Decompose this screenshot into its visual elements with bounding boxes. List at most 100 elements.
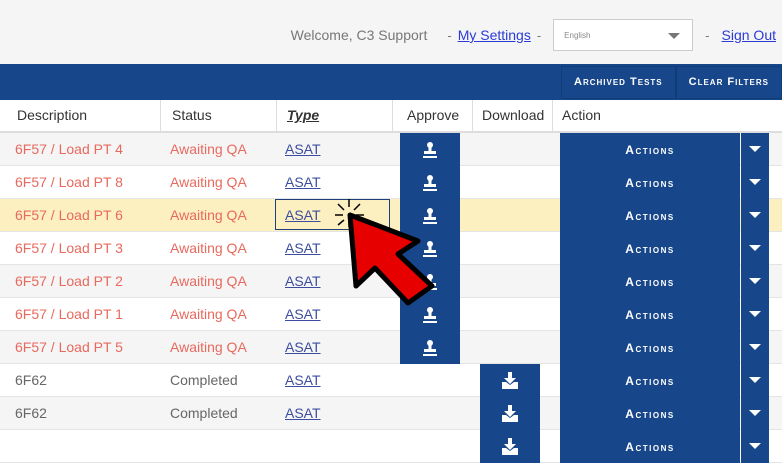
type-link[interactable]: ASAT	[285, 306, 321, 322]
toolbar: Archived Tests Clear Filters	[0, 64, 782, 100]
download-icon	[502, 437, 518, 455]
approve-button[interactable]	[400, 133, 460, 166]
caret-down-icon	[749, 443, 761, 449]
table-row: 6F57 / Load PT 6 Awaiting QA ASAT Actions	[0, 199, 782, 232]
status-cell: Awaiting QA	[170, 174, 247, 190]
download-button[interactable]	[480, 364, 540, 397]
caret-down-icon	[749, 311, 761, 317]
table-row: 6F57 / Load PT 1 Awaiting QA ASAT Actions	[0, 298, 782, 331]
actions-dropdown-toggle[interactable]	[741, 364, 769, 397]
description-cell: 6F57 / Load PT 8	[15, 174, 123, 190]
download-button[interactable]	[480, 430, 540, 463]
separator: -	[536, 27, 542, 43]
actions-dropdown-toggle[interactable]	[741, 199, 769, 232]
my-settings-link[interactable]: My Settings	[457, 27, 531, 43]
caret-down-icon	[749, 410, 761, 416]
status-cell: Awaiting QA	[170, 207, 247, 223]
user-menu: Welcome, C3 Support - My Settings - Engl…	[291, 19, 776, 51]
status-cell: Awaiting QA	[170, 339, 247, 355]
status-cell: Completed	[170, 372, 238, 388]
stamp-icon	[423, 339, 437, 356]
clear-filters-button[interactable]: Clear Filters	[675, 65, 782, 99]
actions-dropdown-toggle[interactable]	[741, 331, 769, 364]
type-link[interactable]: ASAT	[285, 405, 321, 421]
caret-down-icon	[749, 245, 761, 251]
type-link[interactable]: ASAT	[285, 141, 321, 157]
col-status[interactable]: Status	[161, 100, 277, 131]
status-cell: Completed	[170, 405, 238, 421]
chevron-down-icon	[668, 33, 681, 39]
actions-dropdown-toggle[interactable]	[741, 397, 769, 430]
type-link[interactable]: ASAT	[285, 240, 321, 256]
table-header: Description Status Type Approve Download…	[0, 100, 782, 133]
status-cell: Awaiting QA	[170, 240, 247, 256]
actions-button[interactable]: Actions	[560, 199, 740, 232]
caret-down-icon	[749, 212, 761, 218]
col-approve: Approve	[393, 100, 473, 131]
actions-button[interactable]: Actions	[560, 133, 740, 166]
col-type[interactable]: Type	[277, 100, 393, 131]
caret-down-icon	[749, 377, 761, 383]
approve-button[interactable]	[400, 166, 460, 199]
actions-dropdown-toggle[interactable]	[741, 166, 769, 199]
download-button[interactable]	[480, 397, 540, 430]
actions-dropdown-toggle[interactable]	[741, 430, 769, 463]
caret-down-icon	[749, 146, 761, 152]
caret-down-icon	[749, 179, 761, 185]
description-cell: 6F57 / Load PT 6	[15, 207, 123, 223]
stamp-icon	[423, 141, 437, 158]
col-description[interactable]: Description	[8, 100, 161, 131]
actions-button[interactable]: Actions	[560, 397, 740, 430]
welcome-text: Welcome, C3 Support	[290, 27, 428, 43]
caret-down-icon	[749, 278, 761, 284]
description-cell: 6F57 / Load PT 2	[15, 273, 123, 289]
click-burst-icon	[335, 199, 364, 227]
caret-down-icon	[749, 344, 761, 350]
type-link[interactable]: ASAT	[285, 372, 321, 388]
actions-button[interactable]: Actions	[560, 265, 740, 298]
table-row: 6F62 Completed ASAT Actions	[0, 397, 782, 430]
type-link[interactable]: ASAT	[285, 273, 321, 289]
approve-button[interactable]	[400, 199, 460, 232]
approve-button[interactable]	[400, 331, 460, 364]
actions-button[interactable]: Actions	[560, 430, 740, 463]
actions-dropdown-toggle[interactable]	[741, 232, 769, 265]
stamp-icon	[423, 306, 437, 323]
actions-button[interactable]: Actions	[560, 232, 740, 265]
table-row: 6F57 / Load PT 8 Awaiting QA ASAT Actions	[0, 166, 782, 199]
separator: -	[447, 27, 452, 43]
table-row: 6F57 / Load PT 2 Awaiting QA ASAT Actions	[0, 265, 782, 298]
actions-button[interactable]: Actions	[560, 364, 740, 397]
language-select[interactable]: English	[553, 19, 694, 51]
actions-button[interactable]: Actions	[560, 166, 740, 199]
description-cell: 6F57 / Load PT 4	[15, 141, 123, 157]
download-icon	[502, 371, 518, 389]
col-download: Download	[473, 100, 553, 131]
description-cell: 6F57 / Load PT 3	[15, 240, 123, 256]
top-bar: Welcome, C3 Support - My Settings - Engl…	[0, 0, 782, 64]
table-row: 6F62 Completed ASAT Actions	[0, 364, 782, 397]
pointer-arrow-icon	[335, 199, 435, 306]
separator: -	[705, 27, 710, 43]
description-cell: 6F62	[15, 405, 47, 421]
actions-dropdown-toggle[interactable]	[741, 298, 769, 331]
actions-button[interactable]: Actions	[560, 331, 740, 364]
status-cell: Awaiting QA	[170, 141, 247, 157]
sign-out-link[interactable]: Sign Out	[721, 27, 776, 43]
status-cell: Awaiting QA	[170, 306, 247, 322]
description-cell: 6F62	[15, 372, 47, 388]
type-link[interactable]: ASAT	[285, 339, 321, 355]
table-row: 6F57 / Load PT 5 Awaiting QA ASAT Actions	[0, 331, 782, 364]
col-action: Action	[562, 107, 601, 123]
actions-dropdown-toggle[interactable]	[741, 133, 769, 166]
language-value: English	[564, 31, 591, 40]
stamp-icon	[423, 174, 437, 191]
archived-tests-button[interactable]: Archived Tests	[561, 65, 676, 99]
type-cell-focus	[275, 199, 390, 230]
stamp-icon	[423, 207, 437, 224]
type-link[interactable]: ASAT	[285, 174, 321, 190]
type-link[interactable]: ASAT	[285, 207, 321, 223]
actions-button[interactable]: Actions	[560, 298, 740, 331]
download-icon	[502, 404, 518, 422]
actions-dropdown-toggle[interactable]	[741, 265, 769, 298]
